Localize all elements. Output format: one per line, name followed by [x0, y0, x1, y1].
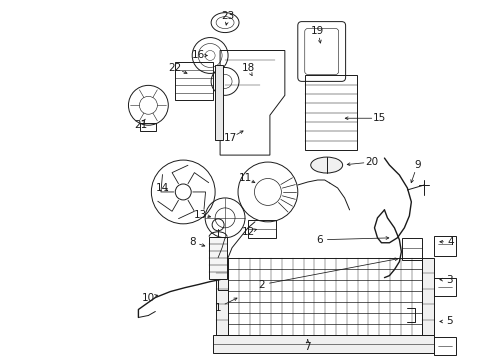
Text: 11: 11 [238, 173, 252, 183]
Text: 5: 5 [446, 316, 453, 327]
Text: 7: 7 [304, 342, 311, 352]
Bar [434, 278, 456, 296]
Bar [215, 66, 223, 140]
Bar [175, 62, 213, 100]
Bar [213, 336, 434, 353]
Text: 22: 22 [169, 63, 182, 73]
Text: 13: 13 [194, 210, 207, 220]
Text: 2: 2 [259, 280, 265, 289]
Bar [402, 238, 422, 260]
Text: 6: 6 [317, 235, 323, 245]
Bar [141, 123, 156, 131]
Text: 4: 4 [448, 237, 455, 247]
Text: 12: 12 [242, 227, 255, 237]
Text: 23: 23 [221, 11, 235, 21]
Text: 17: 17 [223, 133, 237, 143]
Text: 21: 21 [134, 120, 147, 130]
Text: 18: 18 [242, 63, 255, 73]
Bar [228, 258, 422, 336]
Text: 15: 15 [373, 113, 386, 123]
Bar [305, 75, 357, 150]
Text: 8: 8 [189, 237, 196, 247]
Ellipse shape [311, 157, 343, 173]
Text: 9: 9 [414, 160, 420, 170]
Bar [216, 258, 228, 336]
Text: 10: 10 [142, 293, 155, 302]
Text: 14: 14 [156, 183, 169, 193]
Bar [422, 258, 434, 336]
Bar [248, 220, 276, 238]
Bar [209, 237, 227, 279]
Text: 20: 20 [365, 157, 378, 167]
Text: 16: 16 [192, 50, 205, 60]
Bar [434, 337, 456, 355]
Bar [434, 236, 456, 256]
Text: 19: 19 [311, 26, 324, 36]
Text: 1: 1 [215, 302, 221, 312]
Text: 3: 3 [446, 275, 453, 285]
